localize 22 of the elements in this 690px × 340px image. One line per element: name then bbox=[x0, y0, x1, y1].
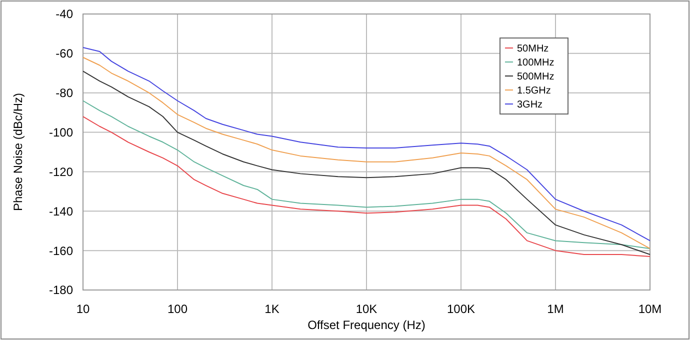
y-tick-label: -160 bbox=[48, 244, 74, 258]
x-tick-label: 10K bbox=[356, 302, 378, 316]
legend-label: 1.5GHz bbox=[517, 86, 551, 96]
x-axis-title: Offset Frequency (Hz) bbox=[308, 318, 426, 332]
y-tick-label: -80 bbox=[56, 86, 74, 100]
y-tick-label: -100 bbox=[48, 125, 74, 140]
y-axis-title: Phase Noise (dBc/Hz) bbox=[11, 92, 25, 212]
legend-label: 500MHz bbox=[517, 72, 554, 82]
x-tick-label: 10 bbox=[76, 302, 90, 316]
y-tick-label: -40 bbox=[56, 7, 74, 22]
x-tick-label: 100K bbox=[446, 302, 476, 316]
y-tick-label: -140 bbox=[48, 204, 74, 218]
y-tick-label: -180 bbox=[48, 283, 74, 298]
x-tick-label: 10M bbox=[638, 302, 662, 316]
x-tick-label: 1K bbox=[264, 302, 280, 316]
y-tick-label: -120 bbox=[48, 164, 74, 179]
legend-label: 50MHz bbox=[517, 44, 549, 54]
y-tick-label: -60 bbox=[56, 46, 74, 61]
legend-label: 100MHz bbox=[517, 58, 554, 68]
legend-label: 3GHz bbox=[517, 100, 543, 110]
x-tick-label: 100 bbox=[167, 302, 188, 316]
x-tick-label: 1M bbox=[547, 302, 564, 316]
